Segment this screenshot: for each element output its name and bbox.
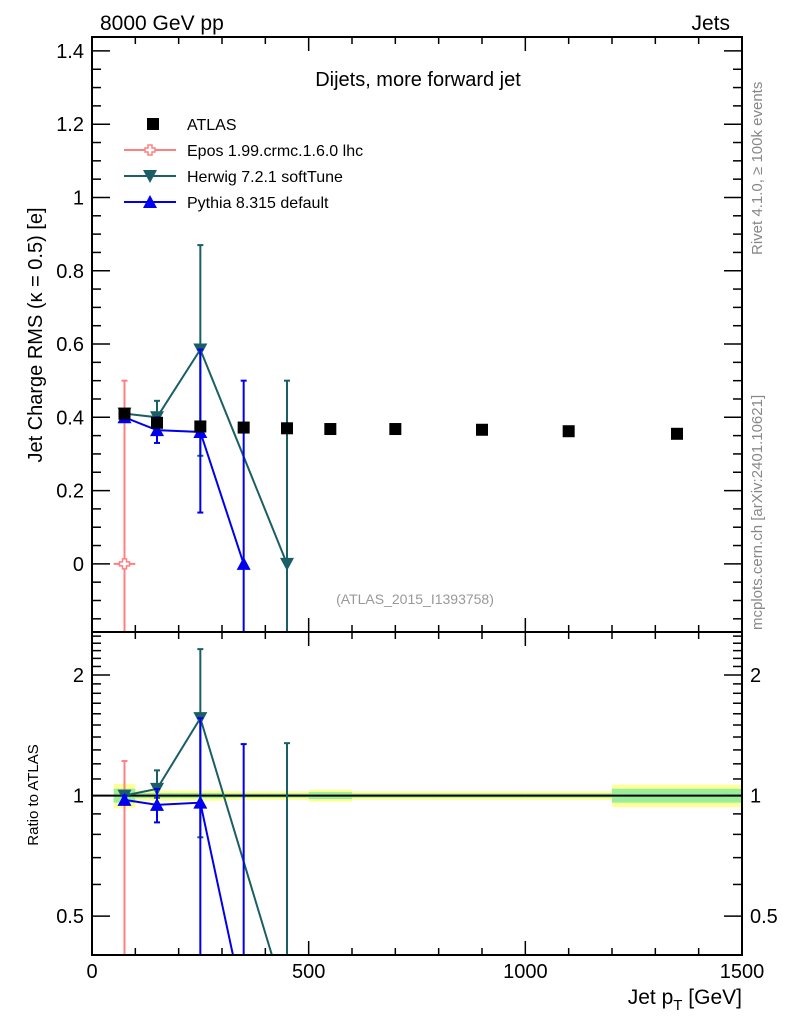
herwig-legend-label: Herwig 7.2.1 softTune xyxy=(187,169,343,186)
herwig-legend-marker xyxy=(143,170,157,183)
ratio-panel-marks xyxy=(117,648,290,955)
atlas-point xyxy=(151,416,163,429)
herwig-point xyxy=(280,557,294,571)
atlas-legend-marker xyxy=(147,118,159,130)
side-label-bottom: mcplots.cern.ch [arXiv:2401.10621] xyxy=(749,395,766,630)
atlas-point xyxy=(237,421,250,434)
x-axis-label: Jet pT [GeV] xyxy=(628,986,742,1014)
atlas-point xyxy=(476,423,488,436)
y-tick-label: 1.4 xyxy=(56,41,84,63)
ratio-y-axis-label: Ratio to ATLAS xyxy=(25,744,42,845)
atlas-point xyxy=(562,425,575,438)
pythia-legend-label: Pythia 8.315 default xyxy=(187,195,329,212)
x-tick-label: 1000 xyxy=(503,961,548,983)
main-panel-marks xyxy=(113,244,683,632)
atlas-point xyxy=(324,423,337,436)
x-tick-label: 1500 xyxy=(720,961,765,983)
atlas-point xyxy=(118,407,131,420)
x-tick-label: 0 xyxy=(86,961,97,983)
header-left: 8000 GeV pp xyxy=(100,12,224,35)
pythia-ratio-line xyxy=(124,798,234,955)
plot-title: Dijets, more forward jet xyxy=(315,69,521,91)
y-tick-label: 0.8 xyxy=(56,261,84,283)
atlas-point xyxy=(194,420,207,433)
epos-legend-marker xyxy=(144,144,156,156)
atlas-point xyxy=(671,427,683,440)
side-label-top: Rivet 4.1.0, ≥ 100k events xyxy=(749,82,766,255)
epos-legend-label: Epos 1.99.crmc.1.6.0 lhc xyxy=(187,143,363,160)
y-axis-label: Jet Charge RMS (κ = 0.5) [e] xyxy=(25,207,47,462)
y-tick-label: 1.2 xyxy=(56,114,84,136)
ratio-y-tick-label-right: 0.5 xyxy=(750,906,778,928)
pythia-line xyxy=(124,416,245,565)
ratio-y-tick-label: 1 xyxy=(73,786,84,808)
x-tick-label: 500 xyxy=(292,961,325,983)
ratio-frame xyxy=(91,631,743,956)
ratio-y-tick-label: 0.5 xyxy=(56,906,84,928)
ratio-y-tick-label-right: 1 xyxy=(750,786,761,808)
y-tick-label: 0 xyxy=(73,554,84,576)
watermark: (ATLAS_2015_I1393758) xyxy=(336,591,494,607)
herwig-line xyxy=(124,347,288,565)
epos-point xyxy=(118,558,131,570)
atlas-legend-label: ATLAS xyxy=(187,117,237,134)
pythia-legend-marker xyxy=(143,195,157,208)
ratio-y-tick-label: 2 xyxy=(73,665,84,687)
pythia-point xyxy=(150,423,164,437)
y-tick-label: 1 xyxy=(73,187,84,209)
y-tick-label: 0.2 xyxy=(56,481,84,503)
y-tick-label: 0.4 xyxy=(56,407,84,429)
y-tick-label: 0.6 xyxy=(56,334,84,356)
herwig-ratio-line xyxy=(124,715,273,955)
atlas-point xyxy=(389,423,402,436)
pythia-ratio-point xyxy=(117,792,132,806)
ratio-y-tick-label-right: 2 xyxy=(750,665,761,687)
pythia-point xyxy=(236,556,251,570)
header-right: Jets xyxy=(691,12,730,35)
atlas-point xyxy=(281,422,293,435)
